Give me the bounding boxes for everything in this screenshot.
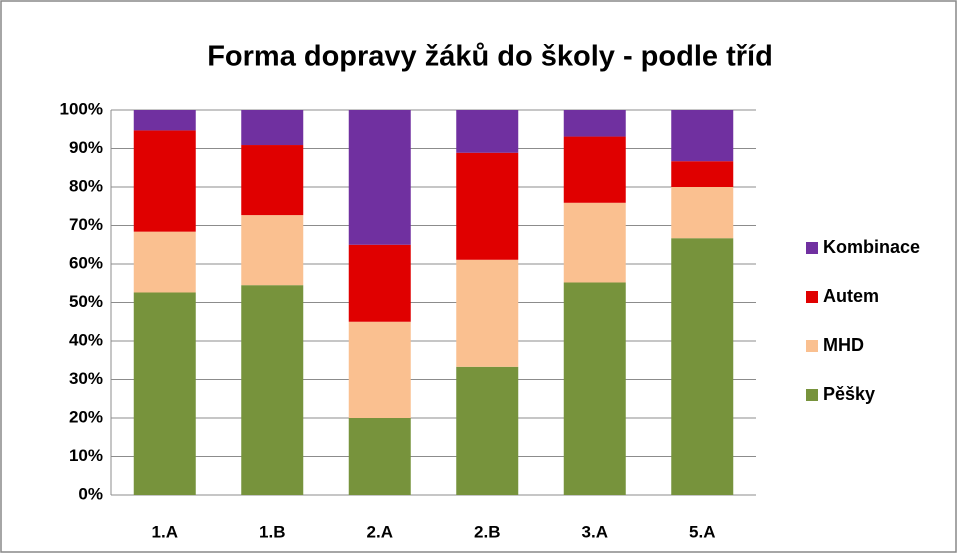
legend-swatch — [806, 340, 818, 352]
bar-segment — [671, 187, 734, 239]
bar-segment — [671, 161, 734, 187]
bar-segment — [671, 110, 734, 162]
x-tick-label: 3.A — [582, 522, 608, 541]
y-tick-label: 90% — [69, 138, 103, 157]
bar-segment — [133, 292, 196, 495]
y-tick-label: 20% — [69, 407, 103, 426]
bar-segment — [133, 130, 196, 232]
bar-segment — [456, 366, 519, 495]
legend-label: Kombinace — [823, 237, 920, 257]
x-tick-label: 2.A — [367, 522, 393, 541]
y-tick-label: 30% — [69, 369, 103, 388]
bar-segment — [241, 215, 304, 286]
chart-title: Forma dopravy žáků do školy - podle tříd — [207, 41, 773, 73]
x-tick-label: 1.A — [152, 522, 178, 541]
bar-segment — [671, 238, 734, 495]
y-tick-label: 10% — [69, 446, 103, 465]
bar-segment — [563, 282, 626, 495]
x-tick-label: 1.B — [259, 522, 285, 541]
y-tick-label: 70% — [69, 215, 103, 234]
y-tick-label: 50% — [69, 292, 103, 311]
bar-segment — [133, 110, 196, 131]
bar-segment — [241, 110, 304, 146]
legend-swatch — [806, 389, 818, 401]
bar-segment — [241, 145, 304, 216]
bar-segment — [133, 231, 196, 293]
bar-segment — [456, 152, 519, 260]
y-tick-label: 100% — [60, 99, 103, 118]
bar-segment — [241, 285, 304, 495]
bar-segment — [348, 418, 411, 495]
bar-segment — [563, 202, 626, 283]
bar-segment — [348, 244, 411, 322]
legend-label: MHD — [823, 335, 864, 355]
y-tick-label: 40% — [69, 330, 103, 349]
legend-swatch — [806, 242, 818, 254]
y-tick-label: 80% — [69, 176, 103, 195]
x-tick-label: 2.B — [474, 522, 500, 541]
x-tick-label: 5.A — [689, 522, 715, 541]
bar-segment — [348, 321, 411, 418]
bar-segment — [348, 110, 411, 245]
legend-label: Pěšky — [823, 384, 875, 404]
bar-segment — [456, 110, 519, 153]
legend-label: Autem — [823, 286, 879, 306]
y-tick-label: 0% — [78, 484, 103, 503]
bar-segment — [456, 259, 519, 367]
y-tick-label: 60% — [69, 253, 103, 272]
bar-segment — [563, 136, 626, 203]
bar-segment — [563, 110, 626, 137]
legend-swatch — [806, 291, 818, 303]
